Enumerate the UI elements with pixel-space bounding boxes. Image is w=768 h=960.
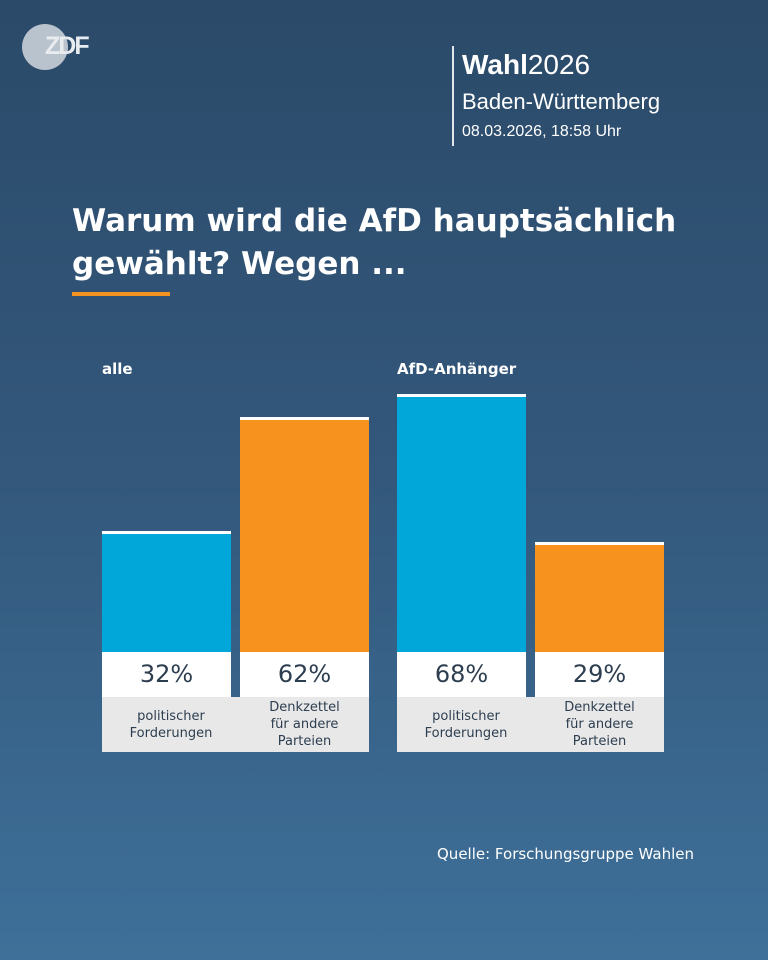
title-accent-line: [72, 292, 170, 296]
category-label: politischer Forderungen: [102, 697, 240, 752]
zdf-logo: [22, 24, 68, 70]
data-label: 29%: [535, 652, 664, 697]
header-block: Wahl2026 Baden-Württemberg 08.03.2026, 1…: [452, 46, 660, 146]
category-label: Denkzettel für andere Parteien: [535, 697, 664, 752]
data-label: 32%: [102, 652, 231, 697]
timestamp: 08.03.2026, 18:58 Uhr: [462, 123, 622, 140]
brand: Wahl2026: [462, 49, 660, 81]
data-label: 68%: [397, 652, 526, 697]
source: Quelle: Forschungsgruppe Wahlen: [437, 845, 694, 863]
data-label: 62%: [240, 652, 369, 697]
category-label: politischer Forderungen: [397, 697, 535, 752]
group-label-afd: AfD-Anhänger: [397, 360, 517, 378]
group-label-alle: alle: [102, 360, 133, 378]
bar: [102, 530, 231, 652]
bar: [535, 542, 664, 652]
brand-year: 2026: [527, 49, 591, 80]
zdf-logo-text: ZDF: [45, 32, 90, 60]
chart-title: Warum wird die AfD hauptsächlich gewählt…: [72, 203, 677, 282]
region: Baden-Württemberg: [462, 89, 661, 114]
bar: [240, 417, 369, 652]
category-label: Denkzettel für andere Parteien: [240, 697, 369, 752]
bar: [397, 394, 526, 652]
brand-bold: Wahl: [462, 49, 528, 80]
